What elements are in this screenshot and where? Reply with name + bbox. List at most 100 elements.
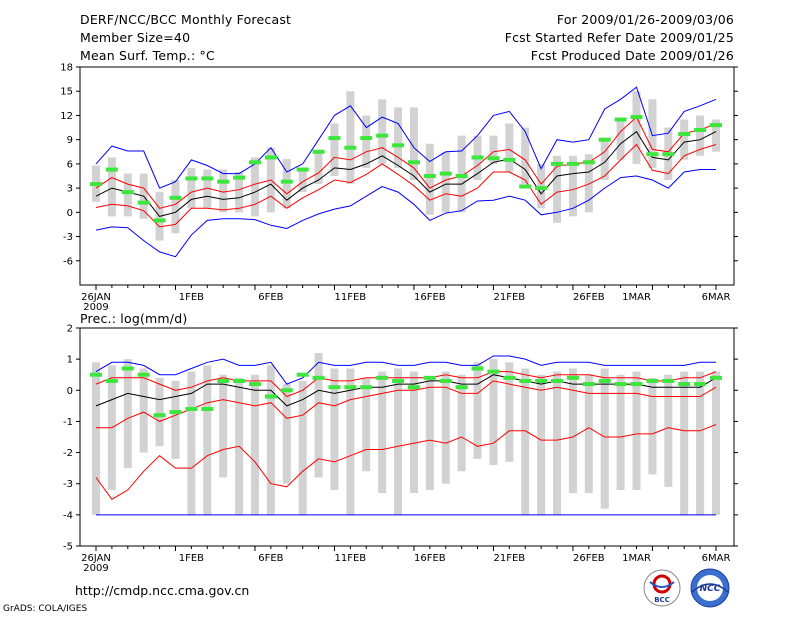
p2-ensemble-box <box>394 368 403 515</box>
p2-ensemble-box <box>139 368 148 453</box>
p2-ytick-label: -5 <box>63 542 73 553</box>
p1-observed-marker <box>360 136 373 141</box>
p1-ensemble-box <box>505 123 514 172</box>
p1-observed-marker <box>280 179 293 184</box>
p2-ytick-label: -1 <box>63 417 73 428</box>
p1-observed-marker <box>201 176 214 181</box>
p1-ensemble-box <box>203 169 212 209</box>
p1-ytick-label: -3 <box>63 232 73 243</box>
p1-observed-marker <box>487 156 500 161</box>
p1-observed-marker <box>503 157 516 162</box>
p2-observed-marker <box>344 385 357 390</box>
p2-ensemble-box <box>712 371 720 515</box>
p2-observed-marker <box>312 375 325 380</box>
chart-title: DERF/NCC/BCC Monthly Forecast <box>80 12 292 27</box>
p1-observed-marker <box>153 218 166 223</box>
p1-observed-marker <box>566 161 579 166</box>
p1-ensemble-box <box>187 167 196 209</box>
p2-xtick-label: 21FEB <box>494 553 526 564</box>
p1-ytick-label: 18 <box>60 63 73 74</box>
p1-ensemble-box <box>362 115 371 168</box>
p2-ensemble-box <box>489 359 498 466</box>
p2-ensemble-box <box>664 374 673 487</box>
p1-ensemble-box <box>219 169 228 213</box>
p2-observed-marker <box>90 372 102 377</box>
p2-lower-line <box>96 380 717 429</box>
p1-xtick-label: 11FEB <box>335 292 367 303</box>
p2-ytick-label: -2 <box>63 448 73 459</box>
p1-ensemble-box <box>632 91 641 164</box>
p1-xtick-label: 6MAR <box>702 292 731 303</box>
p2-observed-marker <box>439 378 452 383</box>
p2-observed-marker <box>280 388 293 393</box>
p2-observed-marker <box>614 382 627 387</box>
p2-observed-marker <box>423 375 436 380</box>
p1-max-line <box>95 86 717 189</box>
p1-observed-marker <box>296 167 309 172</box>
p2-ensemble-box <box>266 365 275 515</box>
p2-ensemble-box <box>409 371 418 494</box>
p2-observed-marker <box>551 378 564 383</box>
p1-observed-marker <box>423 174 436 178</box>
p1-observed-marker <box>312 149 325 154</box>
p1-observed-marker <box>551 161 564 166</box>
p1-observed-marker <box>614 117 627 122</box>
p1-observed-marker <box>646 152 659 157</box>
p1-ensemble-box <box>568 155 577 217</box>
p1-xtick-label: 21FEB <box>494 292 526 303</box>
p1-mean-line <box>95 130 717 217</box>
p1-lower-line <box>95 143 717 228</box>
p1-ensemble-box <box>521 127 530 185</box>
p2-ensemble-box <box>600 368 609 509</box>
p2-observed-marker <box>710 375 722 380</box>
source-url[interactable]: http://cmdp.ncc.cma.gov.cn <box>75 583 250 598</box>
p1-observed-marker <box>535 186 548 191</box>
p1-ensemble-box <box>171 180 180 234</box>
p1-ensemble-box <box>394 107 403 168</box>
p1-ensemble-box <box>282 159 291 209</box>
p2-ensemble-box <box>314 352 323 478</box>
p2-observed-marker <box>233 378 246 383</box>
p2-ensemble-box <box>250 374 259 515</box>
p2-ensemble-box <box>568 368 577 494</box>
p1-ensemble-box <box>314 151 323 185</box>
p1-ensemble-box <box>346 91 355 185</box>
p2-observed-marker <box>153 413 166 418</box>
p2-observed-marker <box>503 375 516 380</box>
p2-observed-marker <box>662 378 675 383</box>
p2-observed-marker <box>376 375 389 380</box>
p2-ensemble-box <box>457 374 466 472</box>
panel1-title: Mean Surf. Temp.: °C <box>80 48 215 63</box>
p1-xtick-label: 26JAN <box>81 292 111 303</box>
bcc-logo-icon: BCC <box>643 569 681 607</box>
p1-ensemble-box <box>696 115 705 156</box>
p1-ensemble-box <box>680 119 689 160</box>
p2-ensemble-box <box>648 377 657 475</box>
ncc-logo-icon: NCC <box>690 568 730 608</box>
p2-observed-marker <box>185 406 198 411</box>
p2-observed-marker <box>646 378 659 383</box>
p1-observed-marker <box>344 145 357 150</box>
p1-observed-marker <box>439 171 452 176</box>
p1-ensemble-box <box>648 99 657 168</box>
p2-observed-marker <box>169 410 182 415</box>
p1-ensemble-box <box>378 99 387 164</box>
p2-observed-marker <box>121 366 134 371</box>
p1-observed-marker <box>169 195 182 200</box>
p1-observed-marker <box>392 143 405 148</box>
p1-observed-marker <box>233 175 246 180</box>
p2-observed-marker <box>598 378 611 383</box>
p2-ensemble-box <box>425 377 434 490</box>
p2-ytick-label: 0 <box>67 386 73 397</box>
p2-ytick-label: -4 <box>63 510 73 521</box>
p2-xtick-label: 26JAN <box>81 553 111 564</box>
p1-observed-marker <box>376 133 389 138</box>
p2-ensemble-box <box>92 362 100 515</box>
p2-observed-marker <box>582 382 595 387</box>
p1-observed-marker <box>662 152 675 157</box>
p2-observed-marker <box>519 378 532 383</box>
p1-observed-marker <box>471 155 484 160</box>
p1-observed-marker <box>582 160 595 165</box>
p1-ensemble-box <box>107 157 116 217</box>
forecast-period: For 2009/01/26-2009/03/06 <box>556 12 734 27</box>
